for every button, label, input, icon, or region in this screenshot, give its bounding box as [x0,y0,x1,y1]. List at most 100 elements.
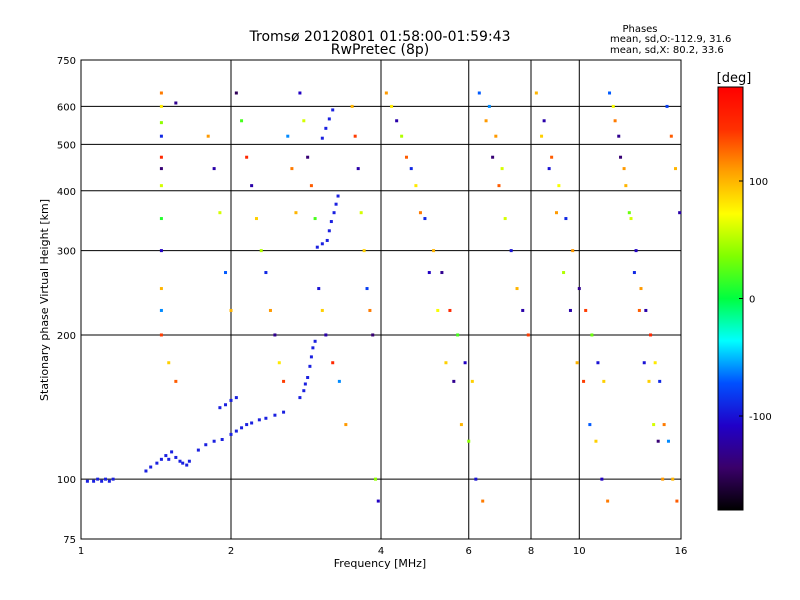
scatter-point [613,119,617,123]
scatter-point [423,217,427,221]
scatter-point [286,134,290,138]
scatter-point [619,155,623,159]
scatter-point [365,287,369,291]
colorbar-tick-label: -100 [749,412,772,423]
scatter-point [298,91,302,95]
scatter-point [212,167,216,171]
scatter-point [652,423,656,427]
trace-point [273,413,277,417]
trace-point [313,339,317,343]
trace-point [334,202,338,206]
grid-lines [81,60,681,539]
trace-point [164,454,168,458]
y-tick-label: 750 [57,56,76,67]
scatter-point [356,167,360,171]
scatter-point [497,184,501,188]
scatter-point [629,217,633,221]
plot-area [80,59,682,540]
trace-point [336,194,340,198]
scatter-point [588,423,592,427]
trace-point [104,477,108,481]
scatter-point [448,308,452,312]
scatter-point [290,167,294,171]
trace-point [325,238,329,242]
scatter-point [390,104,394,108]
y-tick-label: 100 [57,475,76,486]
stats-line-o: mean, sd,O:-112.9, 31.6 [610,34,731,45]
y-tick-label: 400 [57,187,76,198]
scatter-point [669,134,673,138]
scatter-point [414,184,418,188]
scatter-point [302,119,306,123]
scatter-point [470,379,474,383]
scatter-point [515,287,519,291]
trace-point [181,461,185,465]
scatter-point [600,477,604,481]
scatter-point [642,361,646,365]
scatter-point [526,333,530,337]
scatter-point [174,379,178,383]
scatter-point [622,167,626,171]
scatter-point [661,477,665,481]
scatter-point [503,217,507,221]
x-tick-label: 4 [378,546,384,557]
trace-point [178,459,182,463]
trace-point [96,477,100,481]
trace-point [306,376,310,380]
x-tick-label: 10 [573,546,586,557]
scatter-point [562,271,566,275]
trace-point [92,479,96,483]
scatter-point [644,308,648,312]
x-tick-label: 8 [528,546,534,557]
scatter-point [617,134,621,138]
trace-point [144,469,148,473]
scatter-point [649,333,653,337]
scatter-point [577,287,581,291]
scatter-point [582,379,586,383]
scatter-point [395,119,399,123]
trace-point [234,429,238,433]
trace-point [187,459,191,463]
scatter-point [590,333,594,337]
trace-point [204,443,208,447]
scatter-point [400,134,404,138]
y-tick-label: 600 [57,102,76,113]
scatter-point [324,333,328,337]
scatter-point [656,439,660,443]
scatter-point [491,155,495,159]
scatter-point [234,91,238,95]
scatter-point [436,308,440,312]
scatter-point [159,91,163,95]
trace-point [324,126,328,130]
trace-point [224,403,228,407]
trace-point [332,211,336,215]
scatter-point [376,499,380,503]
stats-title: Phases [622,24,657,35]
trace-point [315,245,319,249]
scatter-point [634,249,638,253]
scatter-point [554,211,558,215]
trace-point [250,421,254,425]
scatter-point [521,308,525,312]
trace-point [212,439,216,443]
scatter-point [159,308,163,312]
colorbar-gradient [717,86,744,511]
trace-point [309,355,313,359]
scatter-point [463,361,467,365]
x-tick-label: 16 [675,546,688,557]
scatter-point [259,249,263,253]
scatter-point [384,91,388,95]
trace-point [245,423,249,427]
scatter-point [459,423,463,427]
scatter-point [653,361,657,365]
scatter-point [418,211,422,215]
scatter-point [678,211,682,215]
trace-point [149,465,153,469]
scatter-point [282,379,286,383]
scatter-point [206,134,210,138]
scatter-point [368,308,372,312]
trace-point [229,432,233,436]
chart-subtitle: RwPretec (8p) [331,42,429,58]
colorbar-ticks: 100 0 -100 [739,177,772,423]
